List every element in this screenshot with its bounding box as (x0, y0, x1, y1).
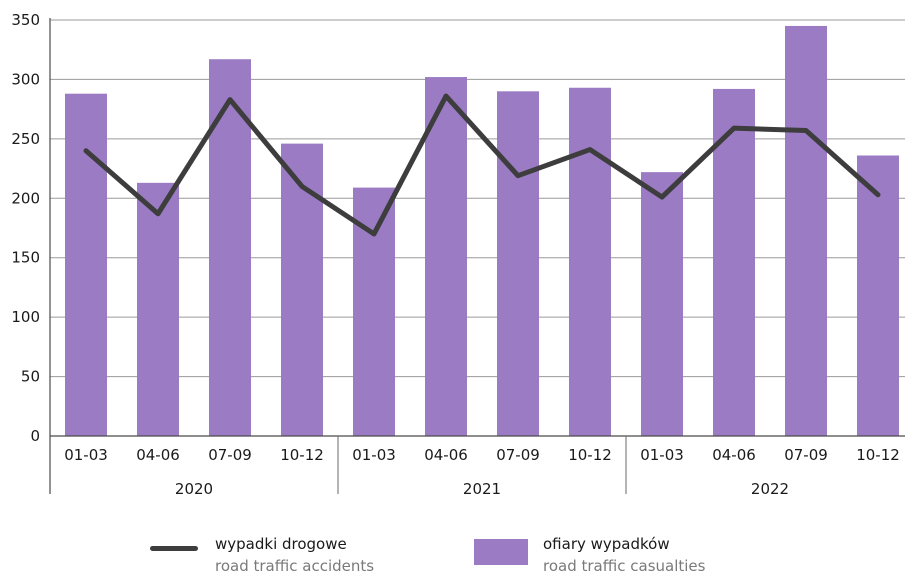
bar (713, 88, 755, 437)
bar-series (65, 25, 899, 437)
legend-bar-label-en: road traffic casualties (543, 557, 706, 575)
x-tick-label: 07-09 (496, 446, 540, 464)
legend-bar: ofiary wypadków road traffic casualties (474, 535, 754, 579)
x-tick-label: 04-06 (136, 446, 180, 464)
x-tick-label: 07-09 (208, 446, 252, 464)
bar (497, 91, 539, 437)
x-tick-label: 04-06 (712, 446, 756, 464)
y-tick-label: 100 (11, 308, 40, 326)
x-tick-label: 10-12 (856, 446, 900, 464)
legend-bar-label-pl: ofiary wypadków (543, 535, 670, 553)
legend-line-swatch (150, 546, 198, 551)
y-tick-label: 200 (11, 189, 40, 207)
bar (569, 87, 611, 437)
y-tick-label: 250 (11, 130, 40, 148)
line-series (83, 93, 881, 237)
y-tick-label: 300 (11, 70, 40, 88)
bar (641, 172, 683, 436)
bar (857, 155, 899, 437)
bar (65, 93, 107, 436)
x-tick-label: 04-06 (424, 446, 468, 464)
x-tick-label: 01-03 (64, 446, 108, 464)
y-tick-label: 350 (11, 11, 40, 29)
y-tick-label: 0 (30, 427, 40, 445)
bar (785, 25, 827, 436)
legend-bar-swatch (474, 539, 528, 565)
legend-line-label-pl: wypadki drogowe (215, 535, 347, 553)
bar (137, 182, 179, 436)
x-tick-label: 01-03 (640, 446, 684, 464)
x-tick-label: 10-12 (568, 446, 612, 464)
y-tick-label: 50 (21, 368, 40, 386)
y-tick-labels: 0 50 100 150 200 250 300 350 (11, 11, 40, 445)
bar (281, 143, 323, 436)
year-label: 2022 (751, 480, 789, 498)
year-label: 2020 (175, 480, 213, 498)
accidents-line (83, 93, 881, 237)
x-tick-label: 01-03 (352, 446, 396, 464)
legend-line-label-en: road traffic accidents (215, 557, 375, 575)
x-tick-label: 07-09 (784, 446, 828, 464)
x-tick-labels: 01-03 04-06 07-09 10-12 01-03 04-06 07-09 10-12… (64, 446, 900, 464)
chart: 0 50 100 150 200 250 300 350 01-03 04-06 07-09 10-… (11, 11, 905, 498)
legend-line: wypadki drogowe road traffic accidents (150, 535, 410, 579)
bar (425, 77, 467, 437)
year-group-labels: 2020 2021 2022 (175, 480, 789, 498)
axes (49, 18, 905, 494)
x-tick-label: 10-12 (280, 446, 324, 464)
year-label: 2021 (463, 480, 501, 498)
y-tick-label: 150 (11, 249, 40, 267)
gridlines (50, 19, 905, 378)
